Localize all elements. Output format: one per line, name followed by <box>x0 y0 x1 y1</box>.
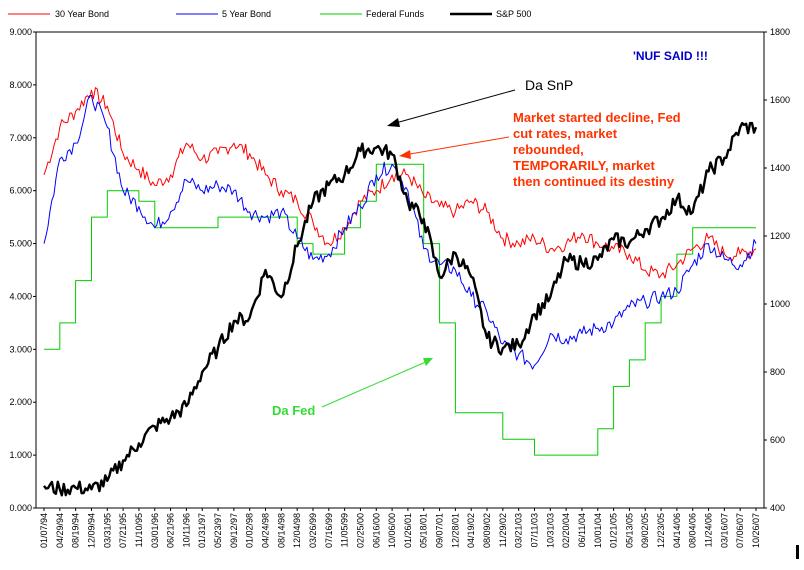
x-tick-label: 07/16/99 <box>324 513 334 548</box>
y-left-tick-label: 7.000 <box>9 133 32 143</box>
y-left-tick-label: 1.000 <box>9 450 32 460</box>
x-tick-label: 08/19/94 <box>71 513 81 548</box>
arrowhead-da-fed <box>423 358 433 366</box>
x-tick-label: 06/21/96 <box>166 513 176 548</box>
legend: 30 Year Bond 5 Year Bond Federal Funds S… <box>8 9 531 19</box>
arrow-market <box>403 136 510 156</box>
y-right-tick-label: 600 <box>770 435 785 445</box>
arrowhead-market <box>399 150 411 159</box>
x-tick-label: 05/13/05 <box>624 513 634 548</box>
x-tick-label: 04/14/06 <box>672 513 682 548</box>
y-right-tick-label: 1000 <box>770 299 790 309</box>
series-group <box>43 87 758 497</box>
x-tick-label: 11/10/95 <box>134 513 144 547</box>
annotation-nuf-said: 'NUF SAID !!! <box>633 49 708 63</box>
y-right-tick-label: 400 <box>770 503 785 513</box>
annotation-market-line-5: then continued its destiny <box>513 174 675 189</box>
y-left-tick-label: 8.000 <box>9 80 32 90</box>
x-tick-label: 01/02/98 <box>245 513 255 548</box>
x-tick-label: 10/31/03 <box>545 513 555 548</box>
corner-marker <box>796 545 799 559</box>
x-tick-label: 09/07/01 <box>435 513 445 548</box>
x-tick-label: 06/16/00 <box>371 513 381 548</box>
legend-label-5-year-bond: 5 Year Bond <box>222 9 271 19</box>
x-tick-label: 01/31/97 <box>197 513 207 548</box>
annotation-market-line-2: cut rates, market <box>513 126 618 141</box>
y-left-tick-label: 9.000 <box>9 27 32 37</box>
x-tick-label: 04/24/98 <box>261 513 271 548</box>
x-tick-label: 04/29/94 <box>55 513 65 548</box>
x-tick-label: 03/31/95 <box>102 513 112 548</box>
arrow-da-fed <box>321 360 429 408</box>
x-tick-label: 12/04/98 <box>292 513 302 548</box>
arrow-da-snp <box>391 89 516 125</box>
x-tick-label: 03/16/07 <box>719 513 729 548</box>
x-tick-label: 04/19/02 <box>466 513 476 548</box>
x-tick-label: 03/01/96 <box>150 513 160 548</box>
x-tick-label: 09/12/97 <box>229 513 239 548</box>
x-tick-label: 11/29/02 <box>498 513 508 547</box>
series-line-federal-funds <box>44 163 756 456</box>
x-tick-label: 08/04/06 <box>688 513 698 548</box>
series-line-s-p-500 <box>43 121 758 497</box>
x-tick-label: 03/21/03 <box>514 513 524 548</box>
y-right-tick-label: 1600 <box>770 95 790 105</box>
x-tick-label: 10/11/96 <box>181 513 191 547</box>
annotation-market-line-3: rebounded, <box>513 142 584 157</box>
x-tick-label: 05/18/01 <box>419 513 429 548</box>
legend-label-sp-500: S&P 500 <box>496 9 531 19</box>
x-tick-label: 01/21/05 <box>609 513 619 548</box>
annotation-market-line-4: TEMPORARILY, market <box>513 158 656 173</box>
legend-label-federal-funds: Federal Funds <box>366 9 425 19</box>
arrowhead-da-snp <box>387 118 400 127</box>
y-right-tick-label: 800 <box>770 367 785 377</box>
x-tick-label: 09/02/05 <box>640 513 650 548</box>
x-tick-label: 10/06/00 <box>387 513 397 548</box>
y-left-tick-label: 0.000 <box>9 503 32 513</box>
x-tick-label: 10/01/04 <box>593 513 603 548</box>
y-right-tick-label: 1800 <box>770 27 790 37</box>
x-tick-label: 08/14/98 <box>276 513 286 548</box>
annotation-market-line-1: Market started decline, Fed <box>513 110 681 125</box>
axes: 0.000 1.000 2.000 3.000 4.000 5.000 6.000 7.000… <box>9 27 790 548</box>
x-tick-label: 10/26/07 <box>751 513 761 548</box>
y-left-tick-label: 5.000 <box>9 239 32 249</box>
x-tick-label: 06/11/04 <box>577 513 587 547</box>
x-tick-label: 07/21/95 <box>118 513 128 548</box>
x-tick-label: 02/20/04 <box>561 513 571 548</box>
y-left-tick-label: 4.000 <box>9 291 32 301</box>
y-left-tick-label: 3.000 <box>9 344 32 354</box>
legend-label-30-year-bond: 30 Year Bond <box>55 9 109 19</box>
annotation-da-fed: Da Fed <box>272 403 315 418</box>
x-tick-label: 11/05/99 <box>340 513 350 547</box>
x-tick-label: 05/23/97 <box>213 513 223 548</box>
x-tick-label: 08/09/02 <box>482 513 492 548</box>
y-left-tick-label: 6.000 <box>9 186 32 196</box>
x-tick-label: 07/11/03 <box>529 513 539 547</box>
annotation-market-text: Market started decline, Fed cut rates, m… <box>513 110 681 189</box>
x-tick-label: 07/06/07 <box>735 513 745 548</box>
y-left-tick-label: 2.000 <box>9 397 32 407</box>
x-tick-label: 12/09/94 <box>86 513 96 548</box>
x-tick-label: 03/26/99 <box>308 513 318 548</box>
y-right-tick-label: 1200 <box>770 231 790 241</box>
x-tick-label: 12/28/01 <box>450 513 460 548</box>
x-tick-label: 02/25/00 <box>355 513 365 548</box>
x-tick-label: 01/26/01 <box>403 513 413 548</box>
y-right-tick-label: 1400 <box>770 163 790 173</box>
x-tick-label: 11/24/06 <box>704 513 714 547</box>
annotation-da-snp: Da SnP <box>525 77 573 93</box>
x-tick-label: 12/23/05 <box>656 513 666 548</box>
x-tick-label: 01/07/94 <box>39 513 49 548</box>
